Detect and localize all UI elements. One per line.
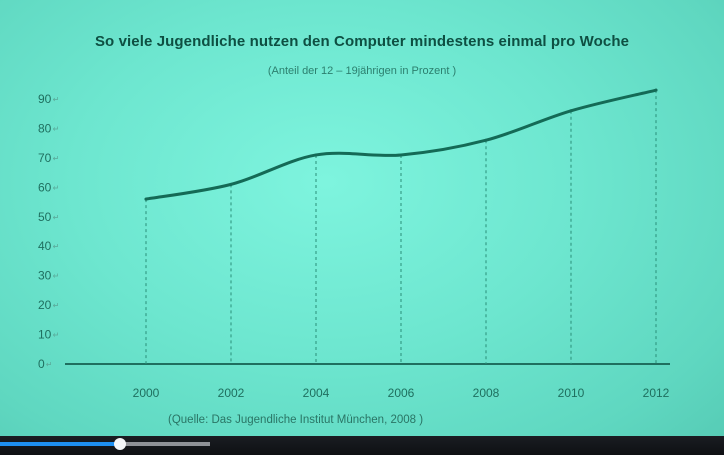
x-tick-label: 2008 bbox=[473, 386, 500, 400]
data-point bbox=[314, 153, 318, 157]
y-tick-label: 90 bbox=[38, 92, 52, 106]
x-tick-label: 2002 bbox=[218, 386, 245, 400]
y-tick-mark: ↵ bbox=[53, 301, 60, 310]
y-tick-label: 40 bbox=[38, 239, 52, 253]
chart-title: So viele Jugendliche nutzen den Computer… bbox=[94, 33, 630, 50]
x-tick-label: 2000 bbox=[133, 386, 160, 400]
video-player-controls bbox=[0, 436, 724, 455]
y-tick-label: 60 bbox=[38, 180, 52, 194]
y-tick-label: 20 bbox=[38, 298, 52, 312]
x-tick-label: 2006 bbox=[388, 386, 415, 400]
y-tick-mark: ↵ bbox=[53, 272, 60, 281]
y-tick-label: 50 bbox=[38, 210, 52, 224]
y-tick-mark: ↵ bbox=[46, 360, 53, 369]
y-tick-label: 10 bbox=[38, 328, 52, 342]
y-tick-mark: ↵ bbox=[53, 95, 60, 104]
chart-subtitle: (Anteil der 12 – 19jährigen in Prozent ) bbox=[267, 65, 457, 77]
y-tick-mark: ↵ bbox=[53, 213, 60, 222]
series-line bbox=[144, 88, 658, 201]
video-progress-bar[interactable] bbox=[0, 438, 210, 450]
y-tick-mark: ↵ bbox=[53, 242, 60, 251]
x-tick-label: 2010 bbox=[558, 386, 585, 400]
x-tick-label: 2004 bbox=[303, 386, 330, 400]
video-progress-fill bbox=[0, 442, 120, 446]
line-chart: 0 ↵10 ↵20 ↵30 ↵40 ↵50 ↵60 ↵70 ↵80 ↵90 ↵2000 2002 200… bbox=[38, 88, 670, 400]
data-point bbox=[399, 153, 403, 157]
video-progress-handle[interactable] bbox=[113, 438, 126, 450]
chart-source: (Quelle: Das Jugendliche Institut Münche… bbox=[168, 414, 424, 426]
y-tick-mark: ↵ bbox=[53, 183, 60, 192]
y-tick-mark: ↵ bbox=[53, 124, 60, 133]
data-point bbox=[484, 138, 488, 142]
data-point bbox=[569, 109, 573, 113]
y-tick-mark: ↵ bbox=[53, 154, 60, 163]
y-tick-label: 80 bbox=[38, 121, 52, 135]
y-tick-label: 30 bbox=[38, 269, 52, 283]
y-tick-label: 70 bbox=[38, 151, 52, 165]
data-point bbox=[229, 182, 233, 186]
y-tick-mark: ↵ bbox=[53, 331, 60, 340]
data-point bbox=[654, 88, 658, 92]
y-tick-label: 0 bbox=[38, 357, 45, 371]
data-point bbox=[144, 197, 148, 201]
x-tick-label: 2012 bbox=[643, 386, 670, 400]
